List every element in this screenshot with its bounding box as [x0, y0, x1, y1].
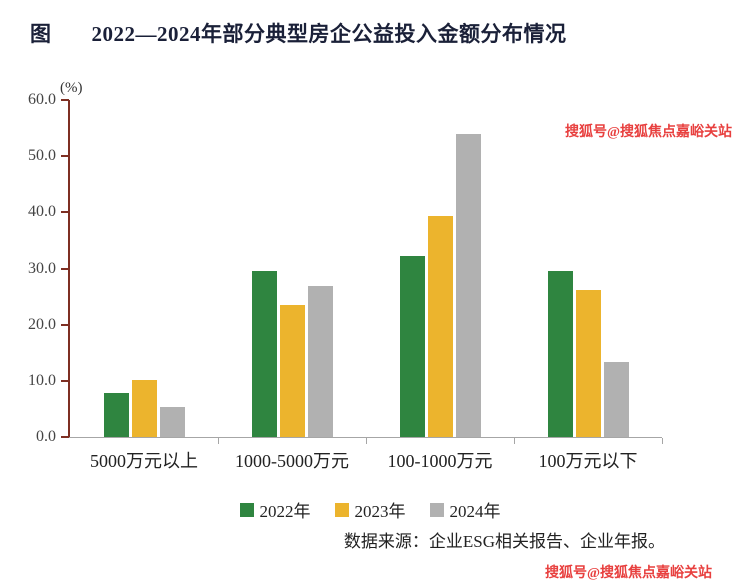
bar — [603, 362, 629, 437]
legend-swatch — [334, 502, 349, 517]
y-tick-label: 60.0 — [28, 91, 56, 108]
bar — [427, 215, 453, 437]
chart-title-prefix: 图 — [30, 22, 52, 46]
legend-swatch — [239, 502, 254, 517]
bar-group — [366, 100, 514, 437]
y-tick-mark — [61, 436, 69, 438]
y-tick-mark — [61, 99, 69, 101]
bar — [547, 271, 573, 437]
bar — [455, 134, 481, 437]
y-tick-mark — [61, 323, 69, 326]
chart-title-text: 2022—2024年部分典型房企公益投入金额分布情况 — [91, 22, 567, 46]
bar-group — [514, 100, 662, 437]
x-tick-mark — [218, 438, 219, 444]
x-axis-label: 100-1000万元 — [387, 451, 493, 471]
bar — [159, 407, 185, 437]
x-tick-mark — [514, 438, 515, 444]
plot-area — [61, 99, 663, 444]
x-tick-mark — [662, 438, 663, 444]
y-tick-mark — [61, 379, 69, 382]
x-axis-label: 1000-5000万元 — [235, 451, 349, 471]
legend-item: 2022年 — [239, 497, 311, 522]
legend-item: 2024年 — [429, 497, 501, 522]
legend-label: 2024年 — [449, 502, 501, 521]
y-tick-label: 20.0 — [28, 315, 56, 333]
y-tick-mark — [61, 267, 69, 270]
x-tick-mark — [366, 438, 367, 444]
bar-group — [70, 100, 218, 437]
bar-group — [218, 100, 366, 437]
x-axis-label: 5000万元以上 — [90, 451, 198, 471]
y-tick-mark — [61, 211, 69, 214]
bar — [575, 289, 601, 437]
y-tick-label: 50.0 — [28, 147, 56, 165]
x-axis-labels: 5000万元以上 1000-5000万元 100-1000万元 100万元以下 — [70, 447, 662, 473]
bar — [399, 255, 425, 437]
bar-groups — [70, 100, 662, 437]
legend-item: 2023年 — [334, 497, 406, 522]
y-tick-label: 40.0 — [28, 203, 56, 221]
y-tick-label: 0.0 — [36, 428, 56, 445]
legend-label: 2023年 — [354, 502, 406, 521]
watermark-bottom: 搜狐号@搜狐焦点嘉峪关站 — [545, 566, 713, 581]
bar — [279, 305, 305, 437]
x-axis-label: 100万元以下 — [538, 451, 638, 471]
bar — [307, 286, 333, 437]
y-tick-mark — [61, 155, 69, 158]
legend-swatch — [429, 502, 444, 517]
legend: 2022年 2023年 2024年 — [0, 497, 740, 522]
source-note: 数据来源：企业ESG相关报告、企业年报。 — [343, 532, 665, 551]
bar — [251, 271, 277, 437]
y-tick-label: 10.0 — [28, 371, 56, 389]
watermark-top: 搜狐号@搜狐焦点嘉峪关站 — [565, 125, 733, 140]
x-axis-line — [68, 437, 662, 438]
y-tick-label: 30.0 — [28, 259, 56, 277]
legend-label: 2022年 — [259, 502, 311, 521]
bar — [131, 379, 157, 437]
y-axis-line — [68, 100, 70, 437]
y-axis-unit-label: (%) — [60, 80, 83, 96]
chart-title: 图 2022—2024年部分典型房企公益投入金额分布情况 — [30, 18, 567, 48]
y-ticks: 0.0 10.0 20.0 30.0 40.0 50.0 60.0 — [0, 92, 56, 445]
bar — [103, 393, 129, 437]
